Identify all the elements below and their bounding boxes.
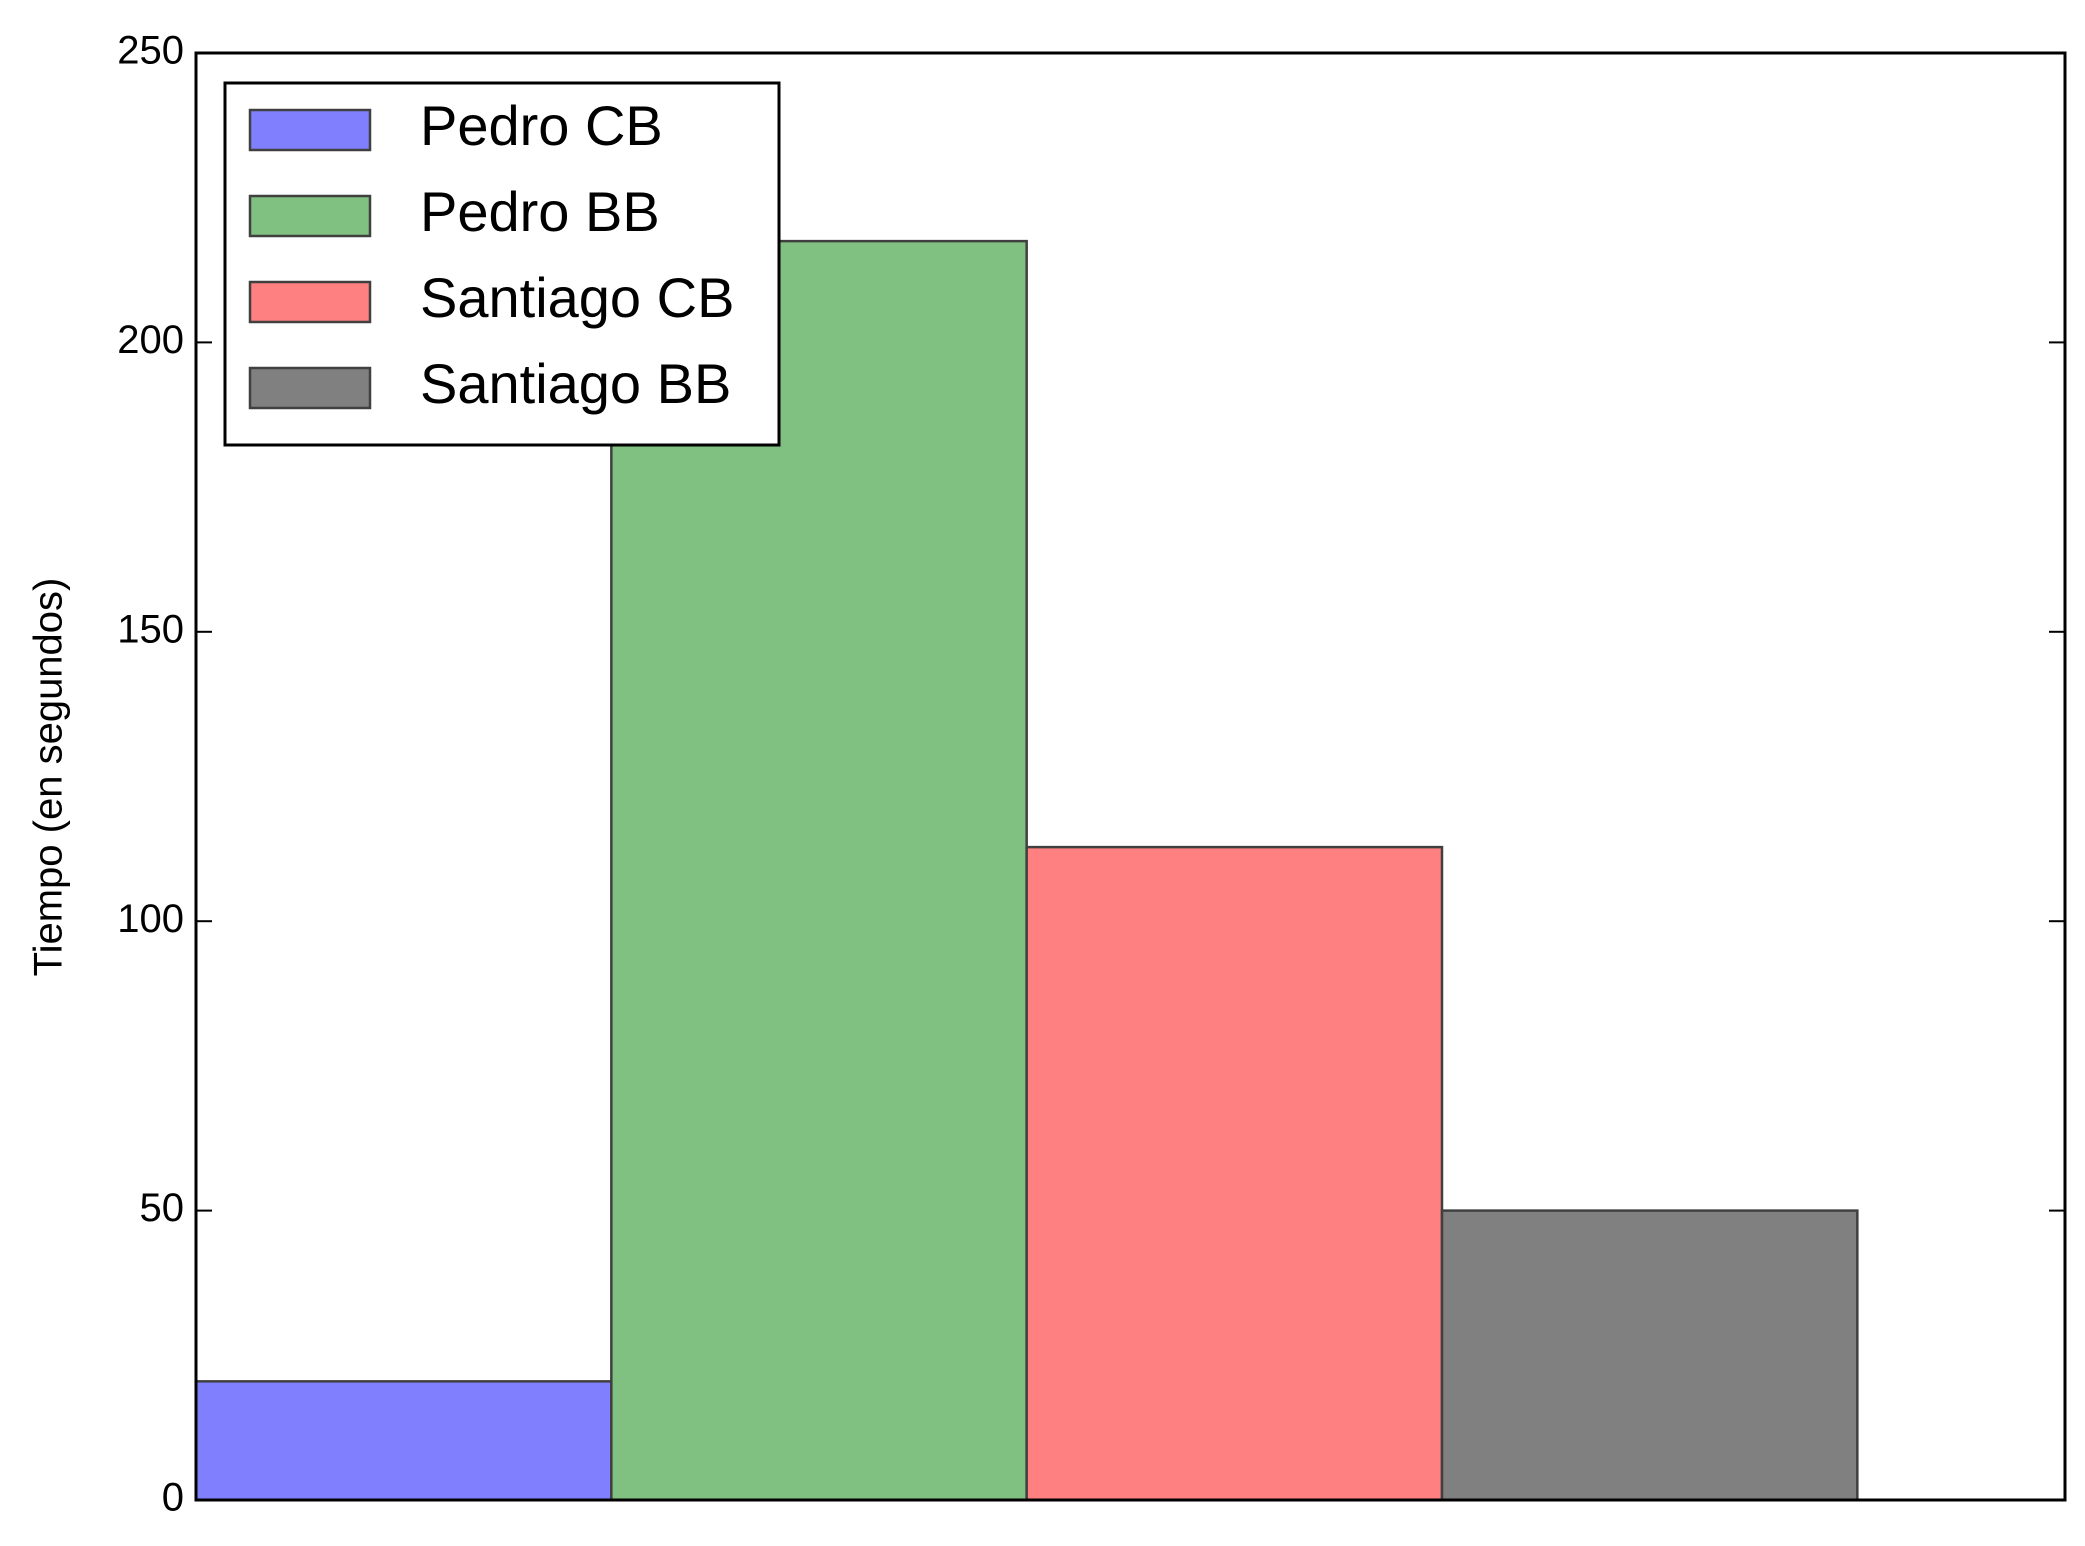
bar [610,239,1028,1502]
bar [194,1380,613,1502]
legend-label: Pedro CB [420,94,663,157]
legend-swatch [248,194,372,238]
bar [1440,1209,1859,1502]
legend-label: Santiago BB [420,352,731,415]
legend-label: Santiago CB [420,266,734,329]
y-tick-label: 250 [117,29,184,73]
bar [1025,845,1444,1502]
y-tick-label: 150 [117,607,184,651]
y-tick-label: 100 [117,897,184,941]
y-tick-label: 50 [140,1186,185,1230]
plot-frame [194,51,2067,1502]
legend-label: Pedro BB [420,180,660,243]
legend-swatch [248,108,372,152]
y-tick-label: 200 [117,318,184,362]
legend-swatch [248,280,372,324]
legend-swatch [248,366,372,410]
y-tick-label: 0 [162,1476,184,1520]
y-axis-label: Tiempo (en segundos) [27,578,71,977]
